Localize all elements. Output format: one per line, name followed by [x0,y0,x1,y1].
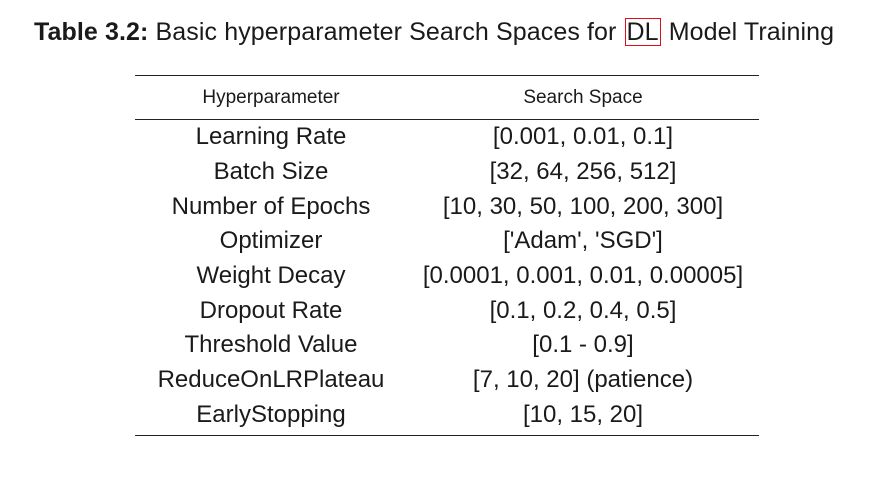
caption-label: Table 3.2: [34,18,149,46]
cell-param: Dropout Rate [199,296,343,324]
caption-text-after: Model Training [668,18,835,46]
cell-param: EarlyStopping [196,400,346,428]
cell-param: Batch Size [213,158,329,186]
header-search-space: Search Space [523,86,643,108]
table-caption: Table 3.2: Basic hyperparameter Search S… [34,14,834,50]
cell-space: [10, 30, 50, 100, 200, 300] [442,192,724,220]
acronym-link-dl[interactable]: DL [624,18,661,46]
cell-space: ['Adam', 'SGD'] [503,227,663,255]
cell-space: [32, 64, 256, 512] [489,158,677,186]
hyperparameter-table: Hyperparameter Search Space Learning Rat… [135,75,759,437]
cell-space: [10, 15, 20] [522,400,644,428]
cell-param: Weight Decay [196,262,346,290]
caption-text-before: Basic hyperparameter Search Spaces for [155,18,617,46]
table-row: Dropout Rate [0.1, 0.2, 0.4, 0.5] [135,293,759,328]
cell-space: [7, 10, 20] (patience) [472,366,694,394]
cell-space: [0.1, 0.2, 0.4, 0.5] [489,296,677,324]
cell-space: [0.001, 0.01, 0.1] [492,123,674,151]
table-bottom-rule [135,435,759,437]
header-hyperparameter: Hyperparameter [202,86,340,108]
cell-param: Learning Rate [195,123,347,151]
table-row: Batch Size [32, 64, 256, 512] [135,155,759,190]
table-row: Optimizer ['Adam', 'SGD'] [135,224,759,259]
table-header-rule [135,119,759,120]
table-row: EarlyStopping [10, 15, 20] [135,398,759,433]
cell-param: Number of Epochs [171,192,371,220]
cell-param: Optimizer [219,227,323,255]
cell-space: [0.1 - 0.9] [532,331,634,359]
cell-space: [0.0001, 0.001, 0.01, 0.00005] [422,262,744,290]
table-row: Number of Epochs [10, 30, 50, 100, 200, … [135,189,759,224]
table-body: Learning Rate [0.001, 0.01, 0.1] Batch S… [135,120,759,435]
table-row: ReduceOnLRPlateau [7, 10, 20] (patience) [135,363,759,398]
table-top-rule [135,75,759,76]
table-row: Weight Decay [0.0001, 0.001, 0.01, 0.000… [135,259,759,294]
table-row: Threshold Value [0.1 - 0.9] [135,328,759,363]
cell-param: Threshold Value [184,331,358,359]
table-header-row: Hyperparameter Search Space [135,76,759,119]
cell-param: ReduceOnLRPlateau [157,366,385,394]
table-row: Learning Rate [0.001, 0.01, 0.1] [135,120,759,155]
